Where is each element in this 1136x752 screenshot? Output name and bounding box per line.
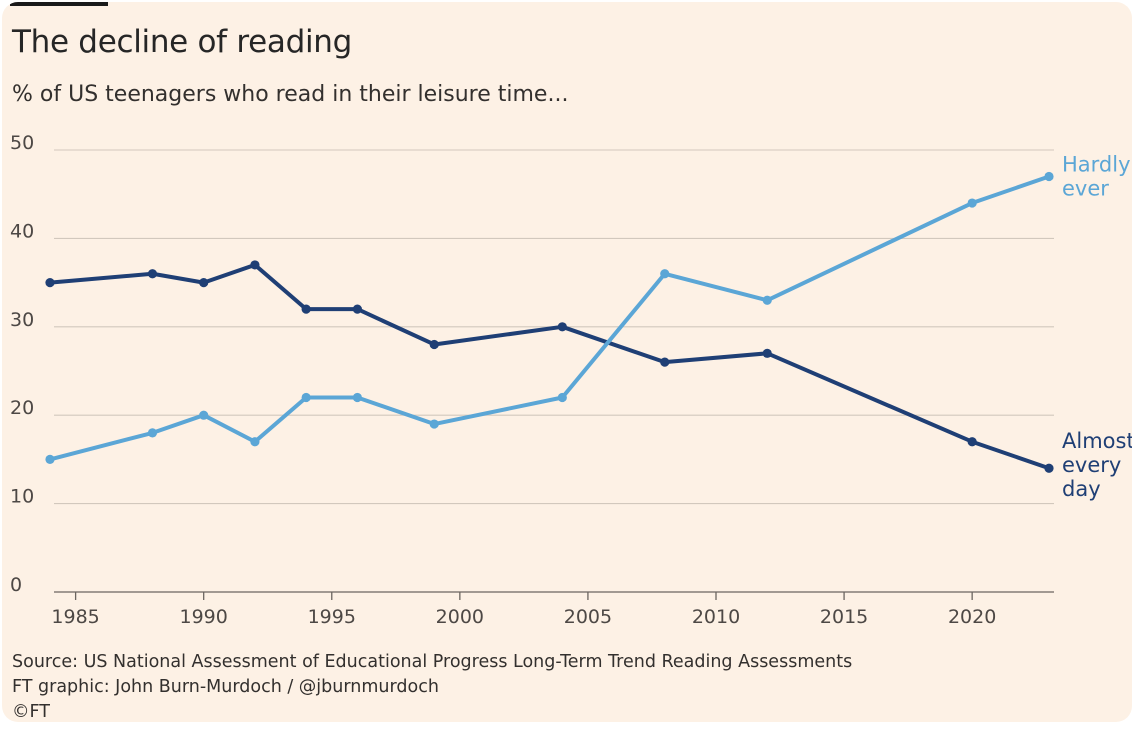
almost-every-day-label-line: Almost	[1062, 429, 1132, 453]
x-tick-label: 2005	[564, 606, 612, 628]
hardly-ever-label: Hardly ever	[1062, 153, 1131, 201]
x-tick-label: 2010	[692, 606, 740, 628]
chart-subtitle: % of US teenagers who read in their leis…	[12, 82, 569, 107]
almost-every-day-point	[250, 260, 260, 270]
almost-every-day-point	[45, 278, 55, 288]
chart-footer: Source: US National Assessment of Educat…	[12, 650, 852, 722]
y-tick-label: 10	[10, 486, 34, 508]
hardly-ever-point	[1044, 171, 1054, 182]
almost-every-day-point	[1044, 463, 1054, 473]
almost-every-day-point	[762, 348, 772, 358]
ft-top-bar	[10, 2, 108, 6]
almost-every-day-point	[301, 304, 311, 314]
x-tick-label: 1990	[180, 606, 228, 628]
almost-every-day-point	[660, 357, 670, 367]
hardly-ever-label-line: ever	[1062, 177, 1109, 201]
hardly-ever-point	[199, 410, 209, 420]
almost-every-day-point	[199, 278, 209, 288]
x-tick-label: 1995	[308, 606, 356, 628]
hardly-ever-point	[352, 392, 362, 403]
y-tick-label: 40	[10, 220, 34, 242]
x-tick-label: 2000	[436, 606, 484, 628]
hardly-ever-label-line: Hardly	[1062, 153, 1131, 177]
graphic-credit: FT graphic: John Burn-Murdoch / @jburnmu…	[12, 677, 439, 697]
copyright-note: ©FT	[12, 702, 50, 722]
almost-every-day-label-line: day	[1062, 477, 1101, 501]
hardly-ever-point	[45, 454, 55, 464]
almost-every-day-point	[967, 437, 977, 447]
line-chart: 0 10 20 30 40 50 1985 1990 1995 2000 2005 2010 2015 2…	[10, 132, 1132, 628]
almost-every-day-label: Almost every day	[1062, 429, 1132, 501]
hardly-ever-point	[557, 392, 567, 403]
series-label-layer: Almost every day Hardly ever	[1062, 153, 1132, 502]
x-tick-label: 2015	[820, 606, 868, 628]
almost-every-day-label-line: every	[1062, 453, 1121, 477]
x-tick-label: 2020	[948, 606, 996, 628]
hardly-ever-point	[967, 198, 977, 208]
hardly-ever-point	[147, 428, 158, 438]
hardly-ever-point	[250, 437, 260, 447]
series-layer	[45, 171, 1054, 473]
almost-every-day-point	[429, 339, 439, 350]
x-tick-label: 1985	[51, 606, 99, 628]
hardly-ever-point	[660, 269, 670, 279]
hardly-ever-line	[48, 174, 1051, 462]
hardly-ever-point	[762, 295, 772, 305]
almost-every-day-line	[48, 262, 1051, 471]
chart-card: The decline of reading % of US teenagers…	[2, 2, 1132, 722]
hardly-ever-point	[301, 392, 311, 403]
almost-every-day-point	[352, 304, 362, 314]
y-tick-label: 0	[10, 574, 22, 596]
hardly-ever-point	[429, 419, 439, 429]
axis-layer: 0 10 20 30 40 50 1985 1990 1995 2000 2005 2010 2015 2…	[10, 132, 1054, 628]
y-tick-label: 20	[10, 397, 34, 419]
y-tick-label: 30	[10, 309, 34, 331]
almost-every-day-point	[557, 322, 567, 332]
almost-every-day-point	[147, 269, 158, 279]
chart-title: The decline of reading	[12, 24, 352, 60]
source-note: Source: US National Assessment of Educat…	[12, 652, 853, 672]
y-tick-label: 50	[10, 132, 34, 154]
